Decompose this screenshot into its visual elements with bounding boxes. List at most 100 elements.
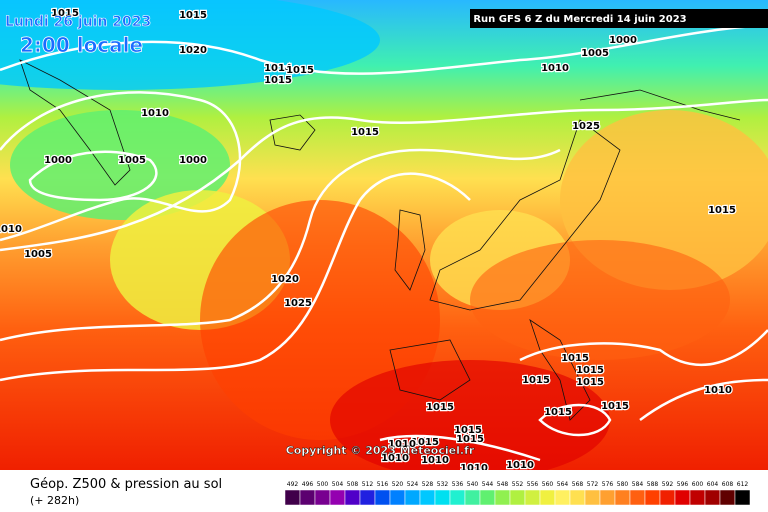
scale-swatch xyxy=(569,489,586,506)
scale-label: 508 xyxy=(347,481,359,488)
isobar-label: 1015 xyxy=(601,401,629,412)
scale-label: 596 xyxy=(677,481,689,488)
isobar-label: 1014 xyxy=(264,63,292,74)
isobar-label: 1005 xyxy=(581,48,609,59)
scale-label: 524 xyxy=(407,481,419,488)
scale-swatch xyxy=(494,489,511,506)
isobar-label: 1015 xyxy=(179,10,207,21)
scale-label: 600 xyxy=(692,481,704,488)
scale-swatch xyxy=(554,489,571,506)
isobar-label: 1010 xyxy=(421,455,449,466)
isobar-label: 1015 xyxy=(544,407,572,418)
scale-label: 504 xyxy=(332,481,344,488)
scale-swatch xyxy=(734,489,751,506)
scale-label: 496 xyxy=(302,481,314,488)
scale-label: 604 xyxy=(707,481,719,488)
scale-label: 592 xyxy=(662,481,674,488)
isobar-label: 1025 xyxy=(572,121,600,132)
scale-label: 544 xyxy=(482,481,494,488)
isobar-label: 1005 xyxy=(118,155,146,166)
scale-swatch xyxy=(419,489,436,506)
isobar-label: 1015 xyxy=(426,402,454,413)
scale-swatch xyxy=(584,489,601,506)
isobar-label: 1015 xyxy=(576,377,604,388)
scale-swatch xyxy=(389,489,406,506)
isobar-label: 1010 xyxy=(141,108,169,119)
isobar-label: 1015 xyxy=(286,65,314,76)
scale-label: 532 xyxy=(437,481,449,488)
scale-label: 576 xyxy=(602,481,614,488)
isobar-label: 1020 xyxy=(271,274,299,285)
color-scale: 492 496 500 504 508 512 516 520 524 528 532 536 540 5… xyxy=(284,481,751,506)
scale-label: 572 xyxy=(587,481,599,488)
scale-swatch xyxy=(449,489,466,506)
isobar-label: 1010 xyxy=(0,224,22,235)
coastlines xyxy=(19,59,741,421)
isobar-label: 1010 xyxy=(506,460,534,471)
scale-swatch xyxy=(479,489,496,506)
scale-swatch xyxy=(629,489,646,506)
isobar-label: 1015 xyxy=(576,365,604,376)
scale-swatch xyxy=(719,489,736,506)
forecast-date: Lundi 26 juin 2023 xyxy=(5,14,151,30)
isobar-label: 1000 xyxy=(179,155,207,166)
scale-label: 580 xyxy=(617,481,629,488)
scale-label: 548 xyxy=(497,481,509,488)
scale-swatch xyxy=(314,489,331,506)
scale-label: 500 xyxy=(317,481,329,488)
scale-label: 584 xyxy=(632,481,644,488)
local-time: 2:00 locale xyxy=(20,33,143,57)
scale-swatch xyxy=(509,489,526,506)
scale-label: 540 xyxy=(467,481,479,488)
scale-label: 588 xyxy=(647,481,659,488)
scale-swatch xyxy=(539,489,556,506)
scale-swatch xyxy=(689,489,706,506)
isobar-label: 1015 xyxy=(264,75,292,86)
isobar-label: 1010 xyxy=(541,63,569,74)
scale-swatch xyxy=(644,489,661,506)
scale-label: 608 xyxy=(722,481,734,488)
scale-swatch xyxy=(659,489,676,506)
scale-label: 552 xyxy=(512,481,524,488)
isobar-label: 1015 xyxy=(411,437,439,448)
scale-label: 512 xyxy=(362,481,374,488)
scale-label: 556 xyxy=(527,481,539,488)
scale-swatch xyxy=(674,489,691,506)
scale-label: 516 xyxy=(377,481,389,488)
scale-swatch xyxy=(374,489,391,506)
scale-swatch xyxy=(614,489,631,506)
isobar-label: 1000 xyxy=(44,155,72,166)
scale-swatch xyxy=(284,489,301,506)
scale-label: 520 xyxy=(392,481,404,488)
isobar-label: 1020 xyxy=(179,45,207,56)
scale-swatch xyxy=(599,489,616,506)
scale-swatch xyxy=(299,489,316,506)
scale-label: 560 xyxy=(542,481,554,488)
scale-label: 564 xyxy=(557,481,569,488)
isobar-label: 1015 xyxy=(454,425,482,436)
scale-label: 536 xyxy=(452,481,464,488)
scale-swatch xyxy=(464,489,481,506)
lead-time: (+ 282h) xyxy=(30,494,79,507)
scale-swatch xyxy=(359,489,376,506)
scale-swatch xyxy=(524,489,541,506)
scale-swatch xyxy=(404,489,421,506)
isobars xyxy=(0,23,768,462)
scale-label: 612 xyxy=(737,481,749,488)
isobar-label: 1010 xyxy=(704,385,732,396)
scale-swatch xyxy=(329,489,346,506)
copyright: Copyright © 2023 Meteociel.fr xyxy=(286,444,475,457)
isobar-label: 1025 xyxy=(284,298,312,309)
isobar-label: 1010 xyxy=(388,439,416,450)
isobar-label: 1015 xyxy=(561,353,589,364)
isobar-label: 1015 xyxy=(51,8,79,19)
isobar-label: 1015 xyxy=(522,375,550,386)
footer-title: Géop. Z500 & pression au sol xyxy=(30,477,222,492)
run-info: Run GFS 6 Z du Mercredi 14 juin 2023 xyxy=(473,14,686,25)
scale-swatch xyxy=(704,489,721,506)
scale-swatch xyxy=(434,489,451,506)
scale-label: 528 xyxy=(422,481,434,488)
isobar-label: 1000 xyxy=(609,35,637,46)
